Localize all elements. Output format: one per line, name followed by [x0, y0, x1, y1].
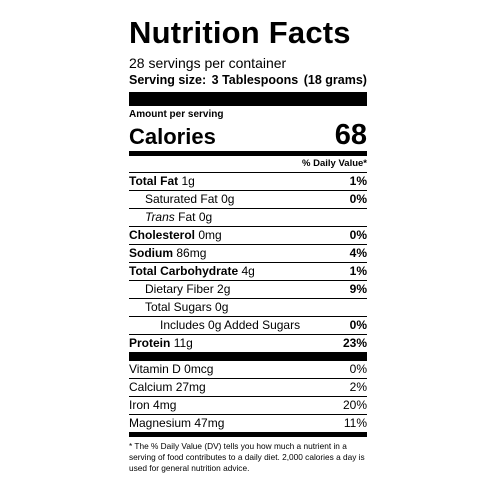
nutrient-row: Total Carbohydrate 4g 1%	[129, 262, 367, 280]
nutrient-name: Calcium	[129, 380, 173, 394]
nutrient-name: Total Carbohydrate	[129, 264, 239, 278]
nutrient-name-italic: Trans	[145, 210, 175, 224]
nutrient-amount: 0mg	[198, 228, 222, 242]
daily-value: 20%	[342, 398, 367, 412]
nutrient-name-cell: Cholesterol 0mg	[129, 227, 222, 244]
divider	[129, 92, 367, 106]
nutrient-name-cell: Total Carbohydrate 4g	[129, 263, 255, 280]
nutrient-name-cell: Iron 4mg	[129, 397, 176, 414]
nutrient-name: Protein	[129, 336, 171, 350]
nutrient-name: Vitamin D	[129, 362, 181, 376]
nutrient-row: Total Fat 1g 1%	[129, 173, 367, 190]
nutrient-row: Sodium 86mg 4%	[129, 244, 367, 262]
nutrient-name: Total Sugars	[145, 300, 212, 314]
nutrient-name: Cholesterol	[129, 228, 196, 242]
nutrient-row: Magnesium 47mg 11%	[129, 414, 367, 432]
nutrient-name: Iron	[129, 398, 150, 412]
nutrient-amount: 47mg	[194, 416, 225, 430]
nutrient-amount: 27mg	[175, 380, 206, 394]
nutrient-name: Magnesium	[129, 416, 192, 430]
nutrient-row: Dietary Fiber 2g 9%	[129, 280, 367, 298]
nutrient-row: Includes 0g Added Sugars 0%	[129, 316, 367, 334]
daily-value: 23%	[342, 336, 367, 350]
nutrient-name: Saturated Fat	[145, 192, 218, 206]
nutrient-name-cell: Trans Fat 0g	[129, 209, 212, 226]
daily-value: 0%	[349, 318, 367, 332]
daily-value: 0%	[349, 362, 367, 376]
nutrient-row: Calcium 27mg 2%	[129, 378, 367, 396]
nutrient-amount: 4mg	[153, 398, 177, 412]
nutrient-amount: 2g	[217, 282, 231, 296]
nutrient-amount: 11g	[173, 336, 193, 350]
daily-value: 4%	[349, 246, 367, 260]
servings: 28 servings per container	[129, 55, 287, 71]
nutrient-row: Vitamin D 0mcg 0%	[129, 361, 367, 378]
amount-per-serving: Amount per serving	[129, 109, 224, 120]
nutrient-amount: 86mg	[176, 246, 207, 260]
nutrient-row: Trans Fat 0g	[129, 208, 367, 226]
nutrient-row: Saturated Fat 0g 0%	[129, 190, 367, 208]
nutrient-row: Total Sugars 0g	[129, 298, 367, 316]
nutrient-name: Total Fat	[129, 174, 179, 188]
serving-grams: (18 grams)	[303, 73, 367, 87]
nutrient-row: Iron 4mg 20%	[129, 396, 367, 414]
nutrient-name-cell: Sodium 86mg	[129, 245, 206, 262]
nutrition-label: Nutrition Facts 28 servings per containe…	[129, 14, 367, 474]
divider	[129, 352, 367, 361]
footnote: * The % Daily Value (DV) tells you how m…	[129, 441, 365, 473]
nutrient-amount: 0g	[215, 300, 229, 314]
nutrient-list: Total Fat 1g 1% Saturated Fat 0g 0% Trans Fa…	[129, 172, 367, 352]
daily-value: 11%	[343, 416, 367, 430]
nutrient-name-cell: Dietary Fiber 2g	[129, 281, 230, 298]
title: Nutrition Facts	[129, 15, 351, 50]
daily-value: 0%	[349, 228, 367, 242]
nutrient-name-cell: Magnesium 47mg	[129, 415, 224, 432]
serving-size: Serving size: 3 Tablespoons (18 grams)	[129, 72, 367, 88]
nutrient-name-cell: Saturated Fat 0g	[129, 191, 234, 208]
nutrient-row: Protein 11g 23%	[129, 334, 367, 352]
nutrient-amount: 0mcg	[184, 362, 214, 376]
divider	[129, 432, 367, 437]
nutrient-name: Sodium	[129, 246, 173, 260]
serving-size-label: Serving size:	[129, 73, 207, 87]
divider	[129, 151, 367, 156]
nutrient-name-cell: Includes 0g Added Sugars	[129, 317, 300, 334]
nutrient-amount: 0g	[198, 210, 213, 224]
calories-row: Calories 68	[129, 121, 367, 151]
nutrient-name-cell: Total Sugars 0g	[129, 299, 228, 316]
serving-size-value: 3 Tablespoons	[211, 73, 299, 87]
nutrient-row: Cholesterol 0mg 0%	[129, 226, 367, 244]
nutrient-name-cell: Total Fat 1g	[129, 173, 195, 190]
nutrient-amount: 0g	[221, 192, 235, 206]
daily-value: 0%	[349, 192, 367, 206]
calories-label: Calories	[129, 124, 216, 149]
nutrient-amount: 1g	[181, 174, 195, 188]
daily-value-header: % Daily Value*	[302, 158, 367, 169]
daily-value: 1%	[349, 264, 367, 278]
daily-value: 2%	[349, 380, 367, 394]
nutrient-name: Dietary Fiber	[145, 282, 214, 296]
nutrient-name: Fat	[178, 210, 196, 224]
calories-value: 68	[334, 119, 367, 151]
daily-value: 9%	[349, 282, 367, 296]
nutrient-name: Includes 0g Added Sugars	[160, 318, 301, 332]
nutrient-amount: 4g	[241, 264, 255, 278]
daily-value: 1%	[349, 174, 367, 188]
nutrient-name-cell: Vitamin D 0mcg	[129, 361, 213, 378]
vitamin-list: Vitamin D 0mcg 0% Calcium 27mg 2% Iron 4mg 20…	[129, 361, 367, 432]
nutrient-name-cell: Calcium 27mg	[129, 379, 206, 396]
nutrient-name-cell: Protein 11g	[129, 335, 193, 352]
